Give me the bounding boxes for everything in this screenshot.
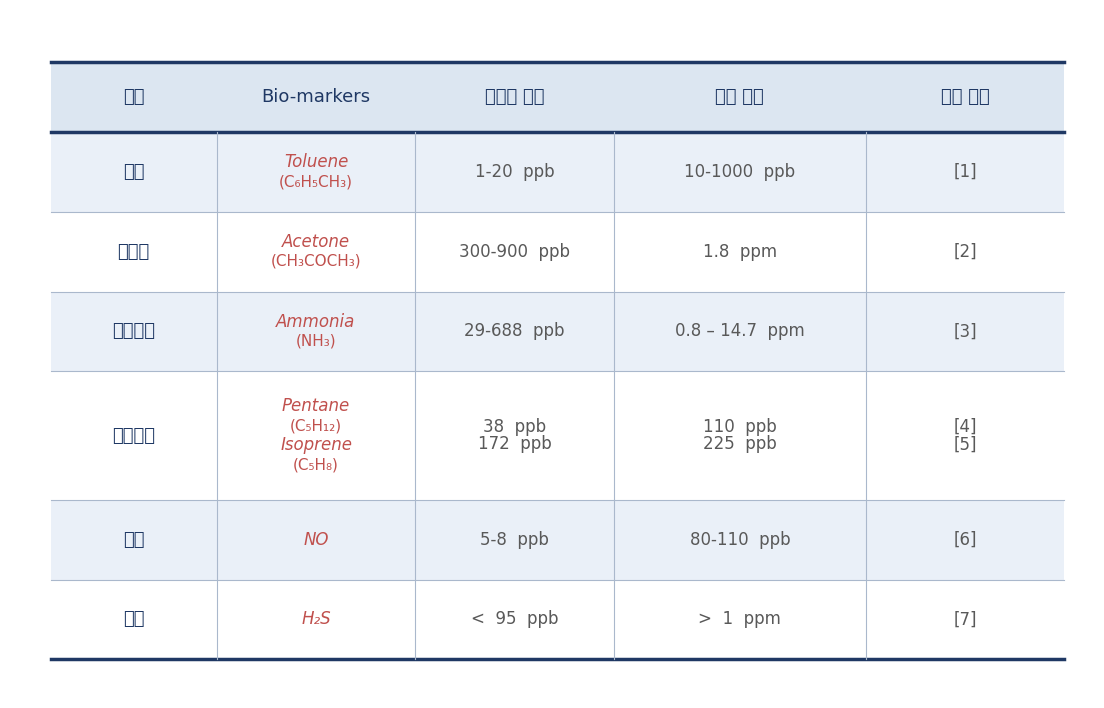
Text: 신장질환: 신장질환 [113,322,156,341]
Text: Toluene: Toluene [284,153,348,171]
Text: >  1  ppm: > 1 ppm [699,610,782,629]
Text: Bio-markers: Bio-markers [262,88,371,106]
Text: NO: NO [304,531,329,549]
FancyBboxPatch shape [51,132,1064,212]
Text: 29-688  ppb: 29-688 ppb [465,322,565,341]
Text: 1.8  ppm: 1.8 ppm [703,243,777,261]
Text: [4]: [4] [954,418,977,436]
Text: H₂S: H₂S [301,610,331,629]
Text: 건강인 날숨: 건강인 날숨 [485,88,544,106]
Text: 38  ppb: 38 ppb [482,418,546,436]
Text: [7]: [7] [954,610,977,629]
FancyBboxPatch shape [51,62,1064,132]
Text: (C₅H₁₂): (C₅H₁₂) [290,418,342,433]
Text: (NH₃): (NH₃) [296,333,337,348]
Text: 80-110  ppb: 80-110 ppb [690,531,790,549]
Text: 0.8 – 14.7  ppm: 0.8 – 14.7 ppm [675,322,805,341]
Text: [5]: [5] [954,435,977,453]
Text: 300-900  ppb: 300-900 ppb [459,243,570,261]
Text: [2]: [2] [954,243,977,261]
Text: 1-20  ppb: 1-20 ppb [475,163,554,181]
Text: 심장질환: 심장질환 [113,426,156,445]
Text: Acetone: Acetone [282,233,350,251]
Text: (CH₃COCH₃): (CH₃COCH₃) [270,254,361,269]
FancyBboxPatch shape [51,580,1064,659]
Text: 구취: 구취 [123,610,145,629]
Text: <  95  ppb: < 95 ppb [470,610,559,629]
Text: [1]: [1] [954,163,977,181]
Text: 225  ppb: 225 ppb [703,435,777,453]
Text: 110  ppb: 110 ppb [703,418,777,436]
Text: Ammonia: Ammonia [276,313,355,331]
Text: (C₆H₅CH₃): (C₆H₅CH₃) [279,174,353,189]
Text: 172  ppb: 172 ppb [478,435,551,453]
Text: [6]: [6] [954,531,977,549]
Text: 5-8  ppb: 5-8 ppb [480,531,549,549]
Text: 10-1000  ppb: 10-1000 ppb [684,163,795,181]
Text: Isoprene: Isoprene [280,436,352,455]
Text: 당뇨병: 당뇨병 [117,243,150,261]
FancyBboxPatch shape [51,212,1064,292]
Text: 참고 문헌: 참고 문헌 [941,88,989,106]
Text: [3]: [3] [954,322,977,341]
Text: 환자 날숨: 환자 날숨 [715,88,764,106]
Text: 폐암: 폐암 [123,163,145,181]
Text: Pentane: Pentane [282,397,350,416]
Text: 질병: 질병 [123,88,145,106]
FancyBboxPatch shape [51,292,1064,372]
Text: 천식: 천식 [123,531,145,549]
FancyBboxPatch shape [51,372,1064,500]
Text: (C₅H₈): (C₅H₈) [294,457,339,472]
FancyBboxPatch shape [51,500,1064,580]
